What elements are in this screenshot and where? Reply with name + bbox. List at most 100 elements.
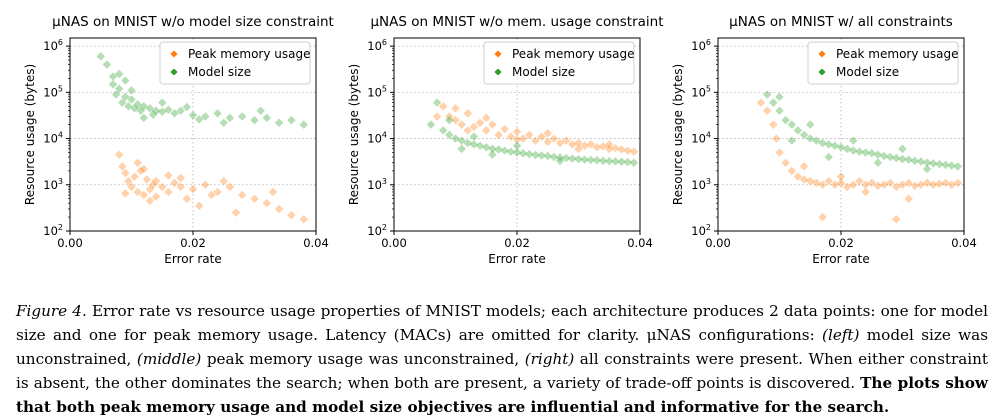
peak-memory-point (145, 185, 155, 194)
model-size-point (762, 90, 772, 99)
caption-bold-statement: The plots show that both peak memory usa… (16, 374, 989, 416)
y-tick-label: 106 (43, 38, 63, 53)
y-tick-label: 105 (367, 84, 387, 99)
peak-memory-point (194, 201, 204, 211)
peak-memory-point (500, 124, 509, 134)
y-tick-label: 102 (691, 223, 711, 238)
legend-label-peak-memory: Peak memory usage (188, 47, 310, 61)
peak-memory-point (231, 208, 241, 217)
y-tick-label: 102 (43, 223, 63, 238)
model-size-point (469, 140, 479, 149)
x-axis-label: Error rate (812, 252, 869, 266)
model-size-point (114, 69, 124, 79)
peak-memory-point (250, 194, 259, 203)
legend-marker-peak-memory (170, 50, 178, 58)
model-size-point (127, 95, 136, 104)
legend-box (807, 41, 959, 85)
x-tick-label: 0.04 (303, 236, 329, 250)
model-size-point (188, 110, 198, 120)
chart-panel-1: μNAS on MNIST w/o model size constraint 0… (23, 14, 334, 266)
peak-memory-point (188, 185, 198, 194)
peak-memory-point (482, 126, 491, 135)
y-tick-label: 104 (367, 131, 387, 146)
y-tick-label: 103 (691, 177, 711, 192)
model-size-point (482, 142, 491, 152)
model-size-point (457, 144, 466, 154)
legend-marker-peak-memory (818, 50, 826, 58)
peak-memory-point (201, 180, 210, 190)
model-size-point (225, 113, 235, 123)
figure: μNAS on MNIST w/o model size constraint 0… (23, 14, 977, 266)
peak-memory-point (158, 182, 167, 192)
model-size-point (130, 104, 139, 113)
y-axis-label: Resource usage (bytes) (23, 64, 37, 205)
model-size-point (849, 136, 858, 145)
peak-memory-point (148, 180, 158, 190)
peak-memory-point (127, 182, 136, 192)
y-tick-label: 105 (691, 84, 711, 99)
peak-memory-point (469, 122, 479, 132)
y-tick-label: 104 (43, 131, 63, 146)
model-size-point (769, 98, 778, 107)
y-tick-label: 106 (367, 38, 387, 53)
peak-memory-point (219, 176, 228, 186)
peak-memory-point (772, 134, 781, 143)
model-size-point (469, 132, 479, 141)
model-size-point (121, 92, 130, 102)
peak-memory-point (451, 115, 460, 125)
model-size-point (114, 84, 124, 93)
model-size-point (108, 79, 118, 89)
model-size-point (775, 106, 784, 115)
y-tick-label: 103 (367, 177, 387, 192)
peak-memory-point (762, 106, 772, 115)
x-tick-label: 0.00 (57, 236, 83, 250)
model-size-point (475, 141, 485, 150)
peak-memory-point (457, 120, 466, 129)
caption-text-3: peak memory usage was unconstrained, (206, 350, 520, 368)
model-size-point (488, 144, 497, 154)
model-size-point (164, 105, 173, 115)
model-size-point (787, 136, 797, 145)
caption-middle: (middle) (136, 350, 202, 368)
peak-memory-point (182, 194, 192, 203)
model-size-point (201, 112, 210, 121)
peak-memory-point (629, 147, 639, 156)
model-size-point (830, 141, 840, 150)
model-size-point (463, 138, 473, 148)
model-size-point (512, 141, 522, 150)
peak-memory-point (506, 132, 516, 141)
model-size-point (787, 120, 797, 129)
model-size-point (219, 118, 228, 127)
peak-memory-point (213, 187, 222, 197)
peak-memory-point (237, 190, 247, 200)
model-size-point (438, 126, 448, 135)
peak-memory-point (121, 189, 130, 198)
model-size-point (256, 106, 265, 115)
caption-text-2: model size was unconstrained, (16, 326, 989, 368)
peak-memory-point (164, 171, 173, 180)
peak-memory-point (445, 112, 454, 121)
model-size-point (124, 102, 133, 111)
peak-memory-point (475, 118, 485, 127)
legend-marker-model-size (170, 68, 178, 76)
legend-marker-model-size (494, 68, 502, 76)
model-size-point (121, 76, 130, 85)
peak-memory-point (121, 168, 130, 178)
model-size-point (451, 134, 460, 143)
peak-memory-point (775, 148, 784, 157)
model-size-point (274, 118, 284, 127)
peak-memory-point (130, 172, 139, 181)
model-size-point (457, 136, 466, 145)
y-tick-label: 104 (691, 131, 711, 146)
peak-memory-point (225, 182, 235, 192)
model-size-point (488, 150, 497, 159)
model-size-point (158, 98, 167, 107)
peak-memory-point (139, 164, 149, 174)
legend-marker-model-size (818, 68, 826, 76)
model-size-point (133, 100, 142, 109)
peak-memory-point (451, 104, 460, 113)
peak-memory-point (463, 109, 473, 118)
model-size-point (176, 106, 185, 115)
caption-label: Figure 4. (16, 302, 87, 320)
model-size-point (445, 115, 454, 125)
